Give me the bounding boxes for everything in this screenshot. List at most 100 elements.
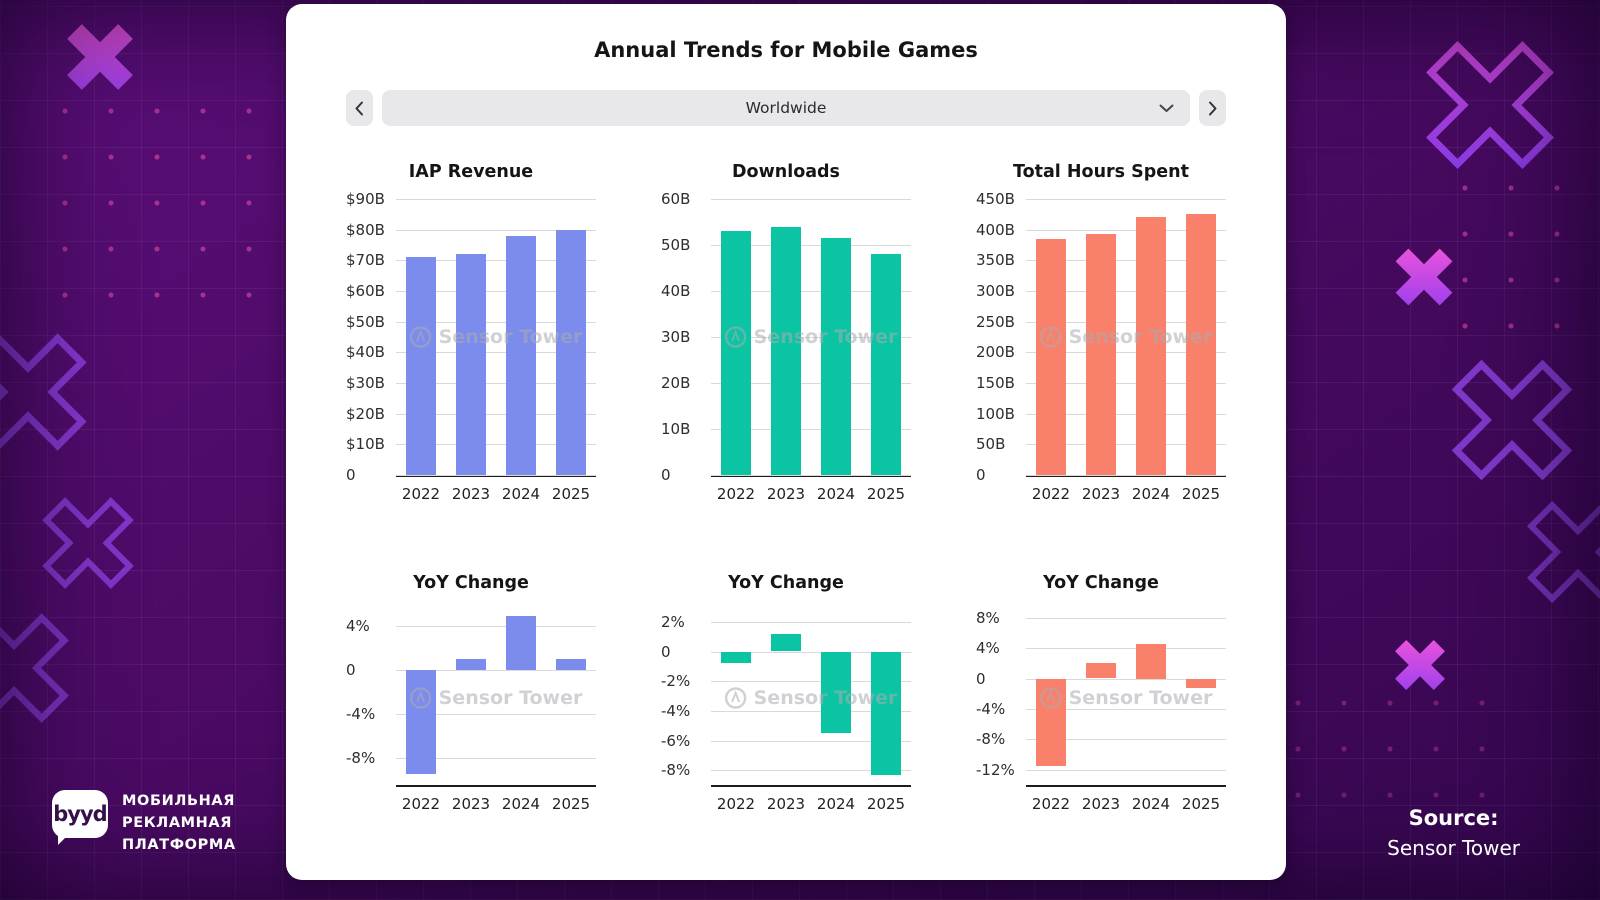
y-tick-label: $10B: [346, 435, 385, 454]
gridline: [1026, 769, 1226, 771]
bar-2024: [1136, 643, 1166, 679]
bar-2023: [771, 633, 801, 652]
y-tick-label: 2%: [661, 612, 685, 631]
x-shape-icon: [1505, 479, 1600, 624]
gridline: [1026, 475, 1226, 476]
y-tick-label: -8%: [346, 748, 376, 767]
y-tick-label: -2%: [661, 672, 691, 691]
x-shape-icon: [1379, 232, 1469, 322]
gridline: [711, 770, 911, 772]
y-tick-label: 350B: [976, 251, 1015, 270]
y-tick-label: 450B: [976, 190, 1015, 208]
chevron-right-icon: [1209, 101, 1217, 115]
bar-2022: [721, 231, 751, 475]
y-tick-label: 400B: [976, 220, 1015, 239]
dot-pattern: [1275, 680, 1485, 820]
gridline: [396, 260, 596, 262]
dashboard-card: Annual Trends for Mobile Games Worldwide…: [286, 4, 1286, 880]
x-tick-label: 2022: [401, 795, 441, 813]
prev-region-button[interactable]: [346, 90, 373, 126]
x-shape-icon: [1381, 626, 1459, 704]
tagline-line: ПЛАТФОРМА: [122, 837, 236, 853]
gridline: [1026, 413, 1226, 415]
x-axis-labels: 2022 2023 2024 2025: [396, 485, 596, 503]
source-label: Source:: [1408, 806, 1499, 830]
x-tick-label: 2023: [766, 795, 806, 813]
bar-2023: [771, 226, 801, 475]
chart-title: YoY Change: [1043, 573, 1159, 593]
brand-tagline: МОБИЛЬНАЯ РЕКЛАМНАЯ ПЛАТФОРМА: [122, 790, 236, 856]
gridline: [1026, 444, 1226, 446]
sensor-tower-logo-icon: [724, 686, 747, 709]
x-shape-icon: [0, 590, 92, 746]
branding: byyd МОБИЛЬНАЯ РЕКЛАМНАЯ ПЛАТФОРМА: [52, 790, 236, 856]
gridline: [396, 475, 596, 476]
x-tick-label: 2022: [1031, 795, 1071, 813]
x-tick-label: 2024: [501, 485, 541, 503]
plot-area: Sensor Tower: [396, 199, 596, 477]
y-tick-label: 8%: [976, 608, 1000, 627]
byyd-logo-text: byyd: [53, 802, 107, 826]
x-tick-label: 2025: [1181, 795, 1221, 813]
gridline: [711, 429, 911, 430]
source-attribution: Source: Sensor Tower: [1387, 806, 1520, 860]
x-tick-label: 2025: [1181, 485, 1221, 503]
gridline: [1026, 321, 1226, 323]
gridline: [396, 713, 596, 715]
y-tick-label: 0: [346, 661, 356, 680]
bar-2022: [406, 257, 436, 475]
y-tick-label: -8%: [976, 730, 1006, 749]
gridline: [711, 245, 911, 246]
y-tick-label: -4%: [346, 704, 376, 723]
byyd-logo: byyd: [52, 790, 108, 838]
gridline: [1026, 708, 1226, 710]
gridline: [396, 413, 596, 415]
bar-2025: [871, 254, 901, 475]
gridline: [711, 621, 911, 623]
gridline: [711, 710, 911, 712]
dot-pattern: [1442, 165, 1600, 345]
bar-2023: [456, 659, 486, 671]
x-tick-label: 2025: [551, 485, 591, 503]
bar-2022: [721, 651, 751, 664]
gridline: [1026, 383, 1226, 384]
y-tick-label: 0: [976, 466, 986, 484]
y-tick-label: -4%: [661, 701, 691, 720]
region-dropdown[interactable]: Worldwide: [382, 90, 1190, 126]
x-tick-label: 2022: [1031, 485, 1071, 503]
plot-area: Sensor Tower: [711, 610, 911, 787]
x-axis-labels: 2022 2023 2024 2025: [711, 795, 911, 813]
x-tick-label: 2024: [501, 795, 541, 813]
gridline: [1026, 617, 1226, 619]
gridline: [396, 321, 596, 323]
bar-2023: [1086, 234, 1116, 475]
bar-2024: [506, 615, 536, 671]
page-title: Annual Trends for Mobile Games: [594, 38, 978, 62]
y-tick-label: $30B: [346, 374, 385, 392]
gridline: [1026, 291, 1226, 292]
gridline: [396, 229, 596, 231]
bar-2025: [1186, 678, 1216, 689]
x-tick-label: 2022: [716, 485, 756, 503]
gridline: [711, 337, 911, 338]
bar-2025: [556, 229, 586, 475]
chart-title: YoY Change: [413, 573, 529, 593]
dot-pattern: [42, 88, 277, 298]
gridline: [396, 757, 596, 759]
x-axis-labels: 2022 2023 2024 2025: [1026, 485, 1226, 503]
bar-2023: [1086, 663, 1116, 679]
next-region-button[interactable]: [1199, 90, 1226, 126]
gridline: [1026, 229, 1226, 231]
gridline: [396, 352, 596, 354]
x-tick-label: 2024: [816, 795, 856, 813]
y-tick-label: $40B: [346, 343, 385, 362]
y-tick-label: $20B: [346, 404, 385, 423]
chart-iap-revenue: IAP Revenue $90B $80B $70B $60B $50B $40B $30B…: [346, 162, 596, 503]
chart-title: Downloads: [732, 162, 840, 182]
y-tick-label: $90B: [346, 190, 385, 208]
chart-title: Total Hours Spent: [1013, 162, 1189, 182]
chart-yoy-downloads: YoY Change 2% 0 -2% -4% -6% -8% Sensor Tower …: [661, 573, 911, 813]
chart-downloads: Downloads 60B 50B 40B 30B 20B 10B 0 Sensor Tow…: [661, 162, 911, 503]
bar-2023: [456, 254, 486, 475]
watermark-text: Sensor Tower: [438, 686, 583, 709]
